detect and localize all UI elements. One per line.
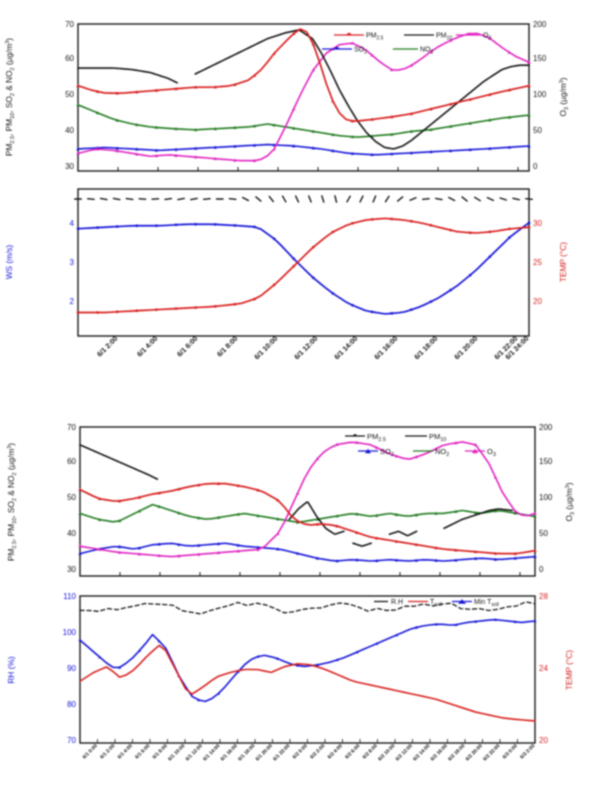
svg-text:150: 150 — [533, 54, 547, 63]
svg-text:2: 2 — [70, 297, 75, 306]
svg-text:70: 70 — [67, 423, 76, 432]
svg-text:30: 30 — [65, 162, 74, 171]
svg-text:TEMP (°C): TEMP (°C) — [558, 242, 568, 282]
svg-text:100: 100 — [539, 493, 553, 502]
svg-text:110: 110 — [63, 592, 76, 601]
svg-text:WS (m/s): WS (m/s) — [4, 244, 14, 279]
svg-text:50: 50 — [67, 493, 76, 502]
svg-text:200: 200 — [539, 423, 553, 432]
svg-text:4: 4 — [70, 219, 75, 228]
svg-text:70: 70 — [65, 20, 74, 29]
svg-text:40: 40 — [65, 126, 74, 135]
svg-text:60: 60 — [65, 54, 74, 63]
svg-text:50: 50 — [65, 90, 74, 99]
svg-text:100: 100 — [533, 90, 547, 99]
svg-text:150: 150 — [539, 457, 553, 466]
svg-text:TEMP (°C): TEMP (°C) — [564, 650, 574, 690]
svg-text:50: 50 — [533, 126, 542, 135]
svg-text:40: 40 — [67, 529, 76, 538]
svg-text:30: 30 — [67, 565, 76, 574]
svg-text:20: 20 — [533, 297, 542, 306]
svg-text:28: 28 — [539, 592, 548, 601]
svg-text:50: 50 — [539, 529, 548, 538]
svg-text:3: 3 — [70, 258, 75, 267]
svg-text:R.H: R.H — [391, 599, 403, 606]
svg-text:80: 80 — [67, 700, 76, 709]
svg-text:25: 25 — [533, 258, 542, 267]
svg-text:200: 200 — [533, 20, 547, 29]
svg-text:0: 0 — [533, 162, 538, 171]
svg-text:20: 20 — [539, 736, 548, 745]
svg-text:0: 0 — [539, 565, 544, 574]
svg-text:60: 60 — [67, 457, 76, 466]
svg-text:24: 24 — [539, 664, 548, 673]
svg-text:100: 100 — [63, 628, 77, 637]
svg-text:70: 70 — [67, 736, 76, 745]
svg-text:RH (%): RH (%) — [6, 656, 16, 683]
svg-text:30: 30 — [533, 219, 542, 228]
svg-text:90: 90 — [67, 664, 76, 673]
